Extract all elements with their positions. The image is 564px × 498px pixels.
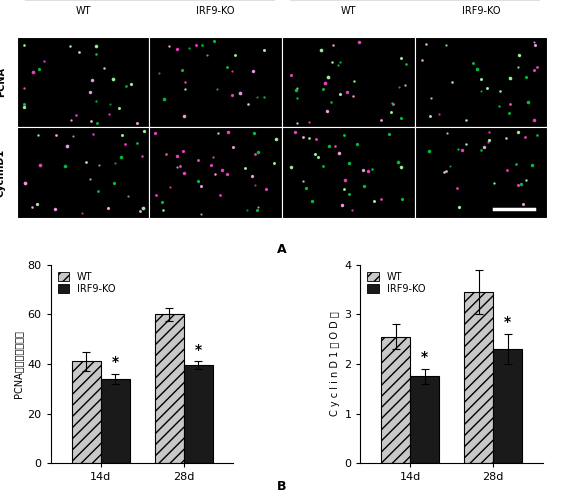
Text: WT: WT: [75, 6, 91, 16]
Bar: [415, 36, 547, 127]
Bar: [183, 365, 213, 463]
Bar: [464, 292, 494, 463]
Bar: [282, 127, 415, 218]
Legend: WT, IRF9-KO: WT, IRF9-KO: [365, 269, 427, 295]
Legend: WT, IRF9-KO: WT, IRF9-KO: [56, 269, 117, 295]
Text: *: *: [421, 350, 428, 364]
Bar: [282, 36, 415, 127]
Text: IRF9-KO: IRF9-KO: [196, 6, 235, 16]
Bar: [72, 362, 100, 463]
Text: *: *: [504, 315, 512, 329]
Text: B: B: [277, 480, 287, 493]
Y-axis label: PCNA阳性细胞百分比: PCNA阳性细胞百分比: [14, 330, 24, 398]
Bar: [155, 314, 183, 463]
Bar: [17, 127, 149, 218]
Bar: [410, 376, 439, 463]
Bar: [149, 127, 282, 218]
Bar: [17, 36, 149, 127]
Text: *: *: [112, 355, 118, 369]
Text: WT: WT: [341, 6, 356, 16]
Bar: [415, 127, 547, 218]
Bar: [381, 337, 410, 463]
Bar: [149, 36, 282, 127]
Y-axis label: C y c l i n D 1 （ O D ）: C y c l i n D 1 （ O D ）: [330, 312, 340, 416]
Text: *: *: [195, 343, 202, 357]
Text: CyclinD1: CyclinD1: [0, 148, 6, 197]
Text: IRF9-KO: IRF9-KO: [462, 6, 500, 16]
Text: A: A: [277, 243, 287, 256]
Text: PCNA: PCNA: [0, 67, 6, 97]
Bar: [494, 349, 522, 463]
Bar: [100, 379, 130, 463]
